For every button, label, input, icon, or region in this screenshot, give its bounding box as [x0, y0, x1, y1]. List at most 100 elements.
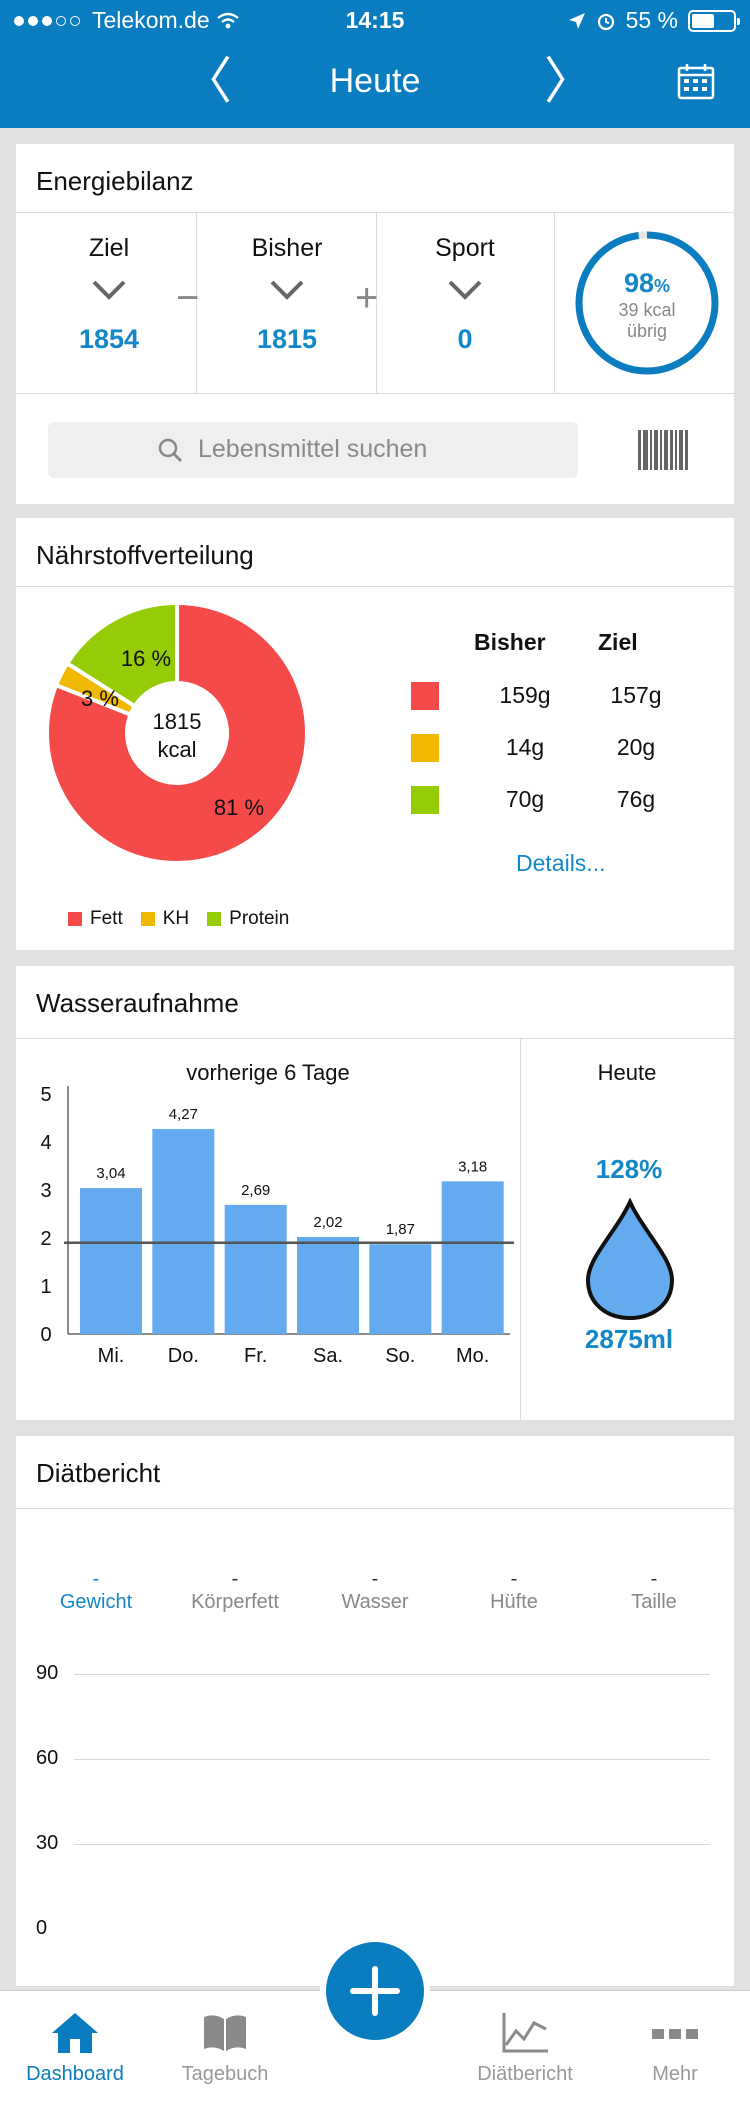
divider: [196, 213, 197, 393]
status-right: 55 %: [568, 7, 740, 34]
donut-slice-protein: [64, 602, 179, 709]
water-chart-title: vorherige 6 Tage: [186, 1060, 350, 1085]
tab-mehr[interactable]: Mehr: [600, 1991, 750, 2110]
divider: [16, 212, 734, 213]
carrier-name: Telekom.de: [92, 7, 210, 33]
bisher-label: Bisher: [251, 234, 323, 262]
x-tick-label: Mi.: [98, 1345, 125, 1367]
metric-tab-taille[interactable]: - Taille: [631, 1568, 677, 1613]
water-bar: [152, 1129, 215, 1334]
nav-bar: 〈 Heute 〉: [0, 52, 750, 116]
divider: [16, 1038, 734, 1039]
tab-mehr-label: Mehr: [652, 2063, 698, 2085]
x-tick-label: Fr.: [244, 1345, 267, 1367]
x-tick-label: Sa.: [313, 1345, 343, 1367]
divider: [520, 1038, 521, 1420]
location-icon: [568, 12, 585, 29]
more-icon: [652, 2029, 698, 2039]
protein-swatch: [411, 786, 439, 814]
signal-icon: [14, 15, 80, 26]
x-tick-label: Do.: [168, 1345, 199, 1367]
plus-icon: +: [355, 276, 379, 320]
next-day-button[interactable]: 〉: [544, 53, 594, 109]
wifi-icon: [216, 12, 239, 28]
metric-tab-huefte[interactable]: - Hüfte: [490, 1568, 538, 1613]
sport-column[interactable]: Sport 0: [376, 234, 554, 355]
bar-value-label: 3,18: [458, 1158, 487, 1175]
fat-swatch: [411, 682, 439, 710]
bisher-column[interactable]: Bisher 1815: [198, 234, 376, 355]
y-tick-label: 4: [40, 1132, 51, 1154]
chevron-down-icon[interactable]: [91, 279, 127, 301]
donut-center-unit: kcal: [157, 737, 197, 762]
chevron-down-icon[interactable]: [447, 279, 483, 301]
protein-ziel: 76g: [616, 786, 656, 812]
nutrient-card: Nährstoffverteilung 1815 kcal 81 % 3 % 1…: [16, 518, 734, 950]
fat-bisher: 159g: [499, 682, 551, 708]
home-icon: [52, 2013, 98, 2053]
nutrient-donut-chart: [46, 602, 308, 864]
status-bar: Telekom.de 14:15 55 %: [0, 0, 750, 40]
grid-label-60: 60: [36, 1747, 59, 1769]
grid-label-90: 90: [36, 1662, 59, 1684]
divider: [16, 393, 734, 394]
water-title: Wasseraufnahme: [36, 988, 239, 1018]
bar-value-label: 1,87: [386, 1221, 415, 1238]
ziel-column[interactable]: Ziel 1854: [20, 234, 198, 355]
status-left: Telekom.de: [14, 7, 240, 34]
minus-icon: −: [176, 276, 200, 320]
chart-icon: [502, 2013, 548, 2053]
tab-diaetbericht[interactable]: Diätbericht: [450, 1991, 600, 2110]
water-bar: [224, 1204, 287, 1334]
donut-center: 1815 kcal: [127, 708, 227, 764]
details-link[interactable]: Details...: [516, 850, 606, 876]
nutrient-title: Nährstoffverteilung: [36, 540, 254, 570]
bisher-value: 1815: [256, 324, 318, 354]
calorie-progress-ring: [575, 231, 719, 375]
ring-kcal: 39 kcal: [618, 300, 676, 320]
ziel-label: Ziel: [88, 234, 130, 262]
metric-tab-koerperfett[interactable]: - Körperfett: [191, 1568, 279, 1613]
carbs-ziel: 20g: [616, 734, 656, 760]
nutrient-legend: Fett KH Protein: [68, 908, 297, 930]
divider: [16, 586, 734, 587]
x-tick-label: So.: [385, 1345, 415, 1367]
tab-tagebuch-label: Tagebuch: [181, 2063, 269, 2085]
tab-tagebuch[interactable]: Tagebuch: [150, 1991, 300, 2110]
slice-label-protein: 16 %: [120, 646, 172, 671]
add-entry-button[interactable]: [326, 1942, 424, 2040]
today-ml: 2875ml: [584, 1324, 674, 1354]
today-percent: 128%: [595, 1154, 663, 1184]
tab-dashboard[interactable]: Dashboard: [0, 1991, 150, 2110]
tab-diaetbericht-label: Diätbericht: [477, 2063, 573, 2085]
bar-value-label: 4,27: [169, 1106, 198, 1123]
battery-percent: 55 %: [625, 7, 678, 33]
energy-card: Energiebilanz Ziel 1854 − Bisher 1815 + …: [16, 144, 734, 504]
previous-day-button[interactable]: 〈: [182, 53, 232, 109]
slice-label-fat: 81 %: [213, 795, 265, 820]
slice-label-carbs: 3 %: [81, 686, 119, 711]
food-search-input[interactable]: Lebensmittel suchen: [48, 422, 578, 478]
chevron-down-icon[interactable]: [269, 279, 305, 301]
head-ziel: Ziel: [598, 629, 638, 655]
sport-label: Sport: [435, 234, 495, 262]
metric-tab-gewicht[interactable]: - Gewicht: [59, 1568, 133, 1613]
barcode-icon[interactable]: [638, 430, 688, 470]
divider: [376, 213, 377, 393]
water-bar: [297, 1237, 359, 1334]
fat-ziel: 157g: [610, 682, 662, 708]
x-tick-label: Mo.: [456, 1345, 489, 1367]
tab-dashboard-label: Dashboard: [26, 2063, 124, 2085]
protein-bisher: 70g: [505, 786, 545, 812]
status-time: 14:15: [345, 7, 405, 33]
carbs-bisher: 14g: [505, 734, 545, 760]
grid-label-0: 0: [36, 1917, 48, 1939]
energy-title: Energiebilanz: [36, 166, 194, 196]
metric-tab-wasser[interactable]: - Wasser: [341, 1568, 409, 1613]
grid-line: [74, 1674, 710, 1675]
grid-line: [74, 1759, 710, 1760]
y-tick-label: 2: [40, 1228, 51, 1250]
water-card: Wasseraufnahme vorherige 6 Tage 0 1 2 3 4 5 3,…: [16, 966, 734, 1420]
calendar-icon[interactable]: [676, 62, 716, 102]
grid-label-30: 30: [36, 1832, 59, 1854]
